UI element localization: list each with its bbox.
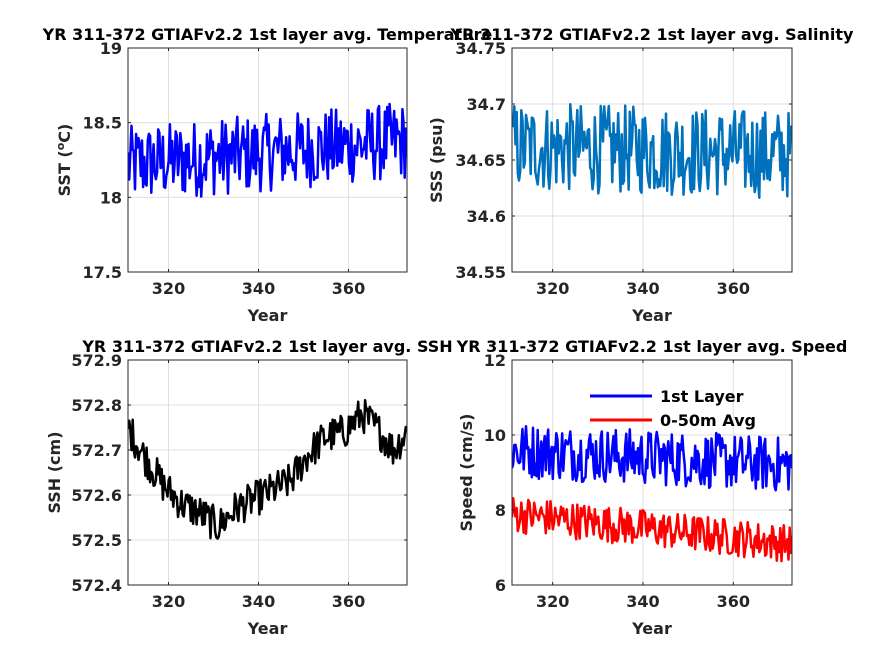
y-tick-label: 572.6 — [71, 486, 122, 505]
plot-area — [128, 360, 407, 585]
x-tick-label: 340 — [242, 592, 275, 611]
x-axis-label: Year — [631, 619, 672, 638]
y-axis-label: SSS (psu) — [427, 117, 446, 203]
y-tick-label: 10 — [484, 426, 506, 445]
chart-title: YR 311-372 GTIAFv2.2 1st layer avg. SSH — [81, 337, 452, 356]
chart-title: YR 311-372 GTIAFv2.2 1st layer avg. Sali… — [450, 25, 854, 44]
y-tick-label: 572.5 — [71, 531, 122, 550]
x-tick-label: 320 — [152, 592, 185, 611]
y-tick-label: 18.5 — [83, 114, 122, 133]
x-axis-label: Year — [247, 306, 288, 325]
y-tick-label: 34.7 — [467, 95, 506, 114]
y-axis-label-unit: C) — [55, 124, 74, 143]
y-axis-label-main: SSS (psu) — [427, 117, 446, 203]
series-line-1 — [128, 102, 407, 198]
chart-title: YR 311-372 GTIAFv2.2 1st layer avg. Temp… — [42, 25, 493, 44]
x-tick-label: 340 — [626, 279, 659, 298]
y-tick-label: 34.75 — [455, 39, 506, 58]
x-axis-label: Year — [631, 306, 672, 325]
axes-frame — [511, 359, 793, 586]
x-tick-label: 320 — [536, 279, 569, 298]
series-line-1 — [512, 424, 792, 492]
subplot-4: 320 340 360 6 8 10 12 Year Speed (cm/s) YR 311-37… — [456, 337, 848, 638]
y-tick-label: 17.5 — [83, 263, 122, 282]
y-tick-label: 18 — [100, 188, 122, 207]
x-tick-label: 320 — [536, 592, 569, 611]
y-tick-label: 572.8 — [71, 396, 122, 415]
y-tick-label: 572.7 — [71, 441, 122, 460]
y-axis-label-main: SST ( — [55, 150, 74, 196]
y-axis-label-main: Speed (cm/s) — [457, 414, 476, 532]
subplot-3: 320 340 360572.4572.5572.6572.7572.8572.9Y… — [45, 337, 453, 638]
y-tick-label: 34.65 — [455, 151, 506, 170]
x-tick-label: 340 — [242, 279, 275, 298]
y-axis-label: SSH (cm) — [45, 431, 64, 513]
x-tick-label: 360 — [717, 279, 750, 298]
x-tick-label: 360 — [332, 279, 365, 298]
chart-title: YR 311-372 GTIAFv2.2 1st layer avg. Spee… — [456, 337, 848, 356]
x-axis-label: Year — [247, 619, 288, 638]
y-tick-label: 34.6 — [467, 207, 506, 226]
series-line-1 — [128, 398, 407, 540]
subplot-1: 320 340 360 17.5 18 18.5 19 Year SST (oC) YR 311-… — [42, 25, 493, 325]
legend: 1st Layer 0-50m Avg — [590, 387, 756, 430]
x-tick-label: 340 — [626, 592, 659, 611]
y-axis-label-main: SSH (cm) — [45, 431, 64, 513]
y-tick-label: 8 — [495, 501, 506, 520]
y-axis-label: Speed (cm/s) — [457, 414, 476, 532]
axes-frame — [127, 47, 408, 273]
x-tick-label: 360 — [717, 592, 750, 611]
y-tick-label: 12 — [484, 351, 506, 370]
legend-label: 1st Layer — [660, 387, 744, 406]
legend-label: 0-50m Avg — [660, 411, 756, 430]
y-tick-label: 572.9 — [71, 351, 122, 370]
x-tick-label: 360 — [332, 592, 365, 611]
y-axis-label-sup: o — [54, 142, 67, 150]
y-tick-label: 6 — [495, 576, 506, 595]
y-tick-label: 572.4 — [71, 576, 122, 595]
y-axis-label: SST (oC) — [54, 124, 75, 197]
subplot-2: 320 340 360 34.55 34.6 34.65 34.7 34.75 Year SSS … — [427, 25, 854, 325]
series-line-2 — [512, 497, 792, 563]
y-tick-label: 19 — [100, 39, 122, 58]
axes-frame — [127, 359, 408, 586]
y-tick-label: 34.55 — [455, 263, 506, 282]
series-line-1 — [512, 102, 792, 199]
x-tick-label: 320 — [152, 279, 185, 298]
